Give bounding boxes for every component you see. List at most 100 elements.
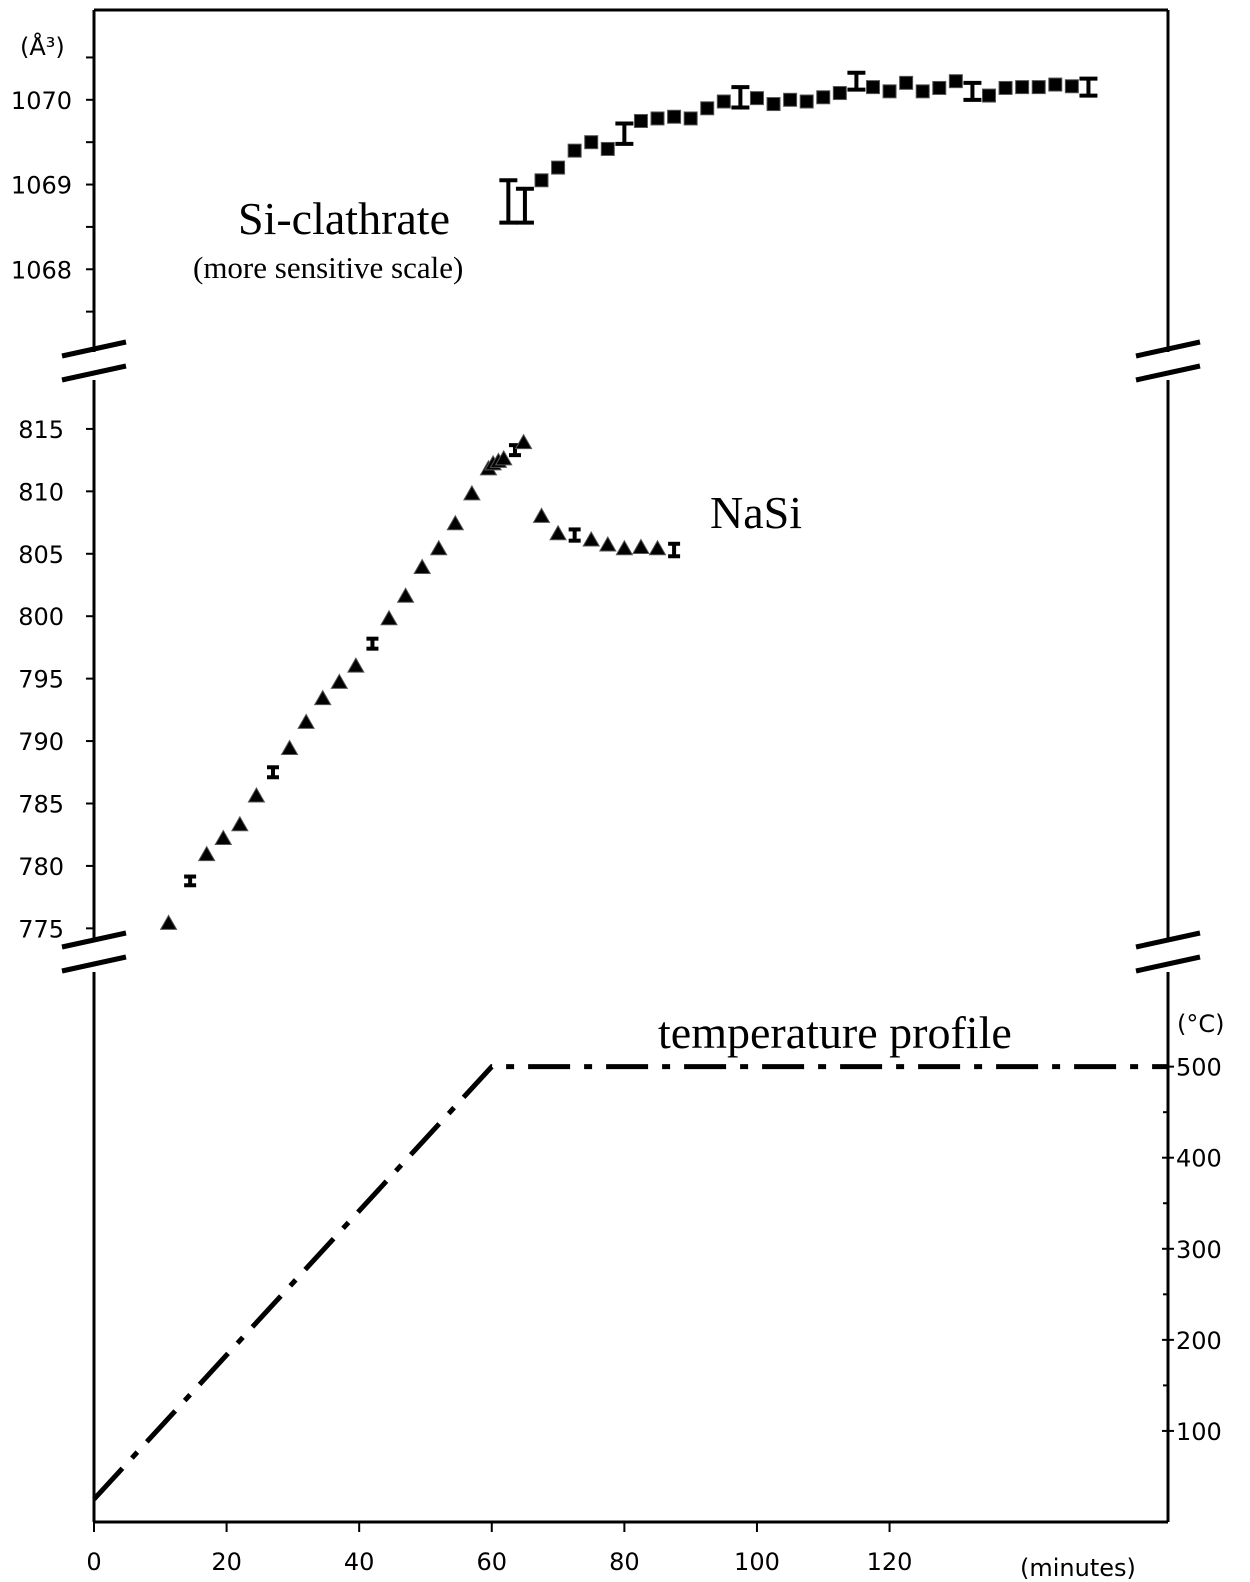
nasi-point-18	[463, 484, 481, 501]
y-tick-label-775: 775	[18, 915, 64, 943]
si-clathrate-point-17	[783, 92, 798, 107]
nasi-point-32	[648, 539, 667, 556]
y-tick-label-temp-300: 300	[1176, 1236, 1222, 1264]
si-clathrate-point-16	[766, 97, 781, 112]
nasi-point-11	[347, 657, 365, 673]
break-mark-0-a	[61, 339, 127, 359]
x-axis: 0 20 40 60 80 100 120	[86, 1522, 912, 1576]
y-tick-label-temp-200: 200	[1176, 1327, 1222, 1355]
nasi-errorbar-33	[668, 541, 681, 559]
break-mark-2-b	[61, 954, 127, 974]
si-clathrate-errorbar-14	[731, 85, 750, 110]
annotation-temperature-profile: temperature profile	[658, 1007, 1012, 1058]
si-clathrate-errorbar-1	[515, 186, 534, 225]
axis-break-marks	[61, 339, 1201, 974]
break-mark-2-a	[61, 930, 127, 950]
y-axis-temperature: 100 200 300 400 500	[1162, 1054, 1222, 1446]
si-clathrate-point-3	[551, 160, 566, 175]
annotation-si-clathrate-sub: (more sensitive scale)	[193, 250, 463, 285]
si-clathrate-point-27	[948, 74, 963, 89]
y-tick-label-815: 815	[18, 416, 64, 444]
y-unit-label-temperature: (°C)	[1177, 1010, 1224, 1038]
si-clathrate-point-13	[716, 94, 731, 109]
si-clathrate-point-23	[882, 84, 897, 99]
si-clathrate-point-32	[1031, 80, 1046, 95]
y-tick-label-785: 785	[18, 790, 64, 818]
si-clathrate-point-4	[567, 143, 582, 158]
nasi-point-16	[429, 539, 448, 556]
si-clathrate-point-6	[600, 141, 615, 156]
si-clathrate-point-2	[534, 173, 549, 188]
break-mark-3-b	[1135, 954, 1201, 974]
si-clathrate-errorbar-7	[615, 121, 634, 146]
x-tick-label-40: 40	[344, 1548, 375, 1576]
nasi-point-4	[230, 815, 249, 832]
nasi-point-28	[582, 531, 601, 547]
x-tick-label-100: 100	[734, 1548, 780, 1576]
plot-frame	[92, 8, 1170, 1524]
si-clathrate-point-19	[816, 90, 831, 105]
nasi-point-26	[549, 524, 567, 541]
si-clathrate-series	[499, 70, 1098, 225]
y-unit-label-volume: (Å³)	[20, 32, 65, 61]
y-tick-label-780: 780	[18, 853, 64, 881]
nasi-point-25	[532, 507, 551, 523]
nasi-point-22	[494, 449, 513, 466]
y-tick-label-temp-100: 100	[1176, 1418, 1222, 1446]
si-clathrate-errorbar-0	[499, 178, 518, 225]
si-clathrate-point-30	[998, 80, 1013, 95]
si-clathrate-point-9	[650, 111, 665, 126]
y-tick-label-1070: 1070	[11, 87, 72, 115]
nasi-point-2	[197, 845, 216, 862]
y-tick-label-1068: 1068	[11, 256, 72, 284]
break-mark-3-a	[1135, 930, 1201, 950]
temperature-series	[92, 1064, 1168, 1501]
y-tick-label-805: 805	[18, 541, 64, 569]
nasi-point-24	[514, 433, 533, 450]
nasi-point-31	[632, 538, 650, 555]
annotation-si-clathrate: Si-clathrate	[238, 193, 450, 244]
si-clathrate-point-25	[915, 84, 930, 99]
si-clathrate-errorbar-35	[1079, 76, 1098, 98]
si-clathrate-point-15	[749, 91, 764, 106]
x-tick-label-20: 20	[211, 1548, 242, 1576]
y-tick-label-temp-500: 500	[1176, 1054, 1222, 1082]
x-tick-label-80: 80	[609, 1548, 640, 1576]
si-clathrate-point-20	[832, 86, 847, 101]
si-clathrate-point-29	[982, 88, 996, 103]
nasi-point-14	[396, 587, 415, 603]
si-clathrate-errorbar-21	[847, 70, 866, 92]
nasi-series	[159, 433, 681, 930]
temperature-profile-line	[92, 1064, 1168, 1501]
x-tick-label-60: 60	[477, 1548, 508, 1576]
x-tick-label-120: 120	[867, 1548, 913, 1576]
si-clathrate-point-24	[899, 75, 914, 90]
y-tick-label-temp-400: 400	[1176, 1145, 1222, 1173]
nasi-errorbar-1	[184, 874, 197, 888]
nasi-point-9	[313, 689, 332, 706]
y-tick-label-810: 810	[18, 478, 64, 506]
nasi-point-15	[413, 558, 432, 575]
nasi-point-17	[446, 514, 465, 531]
x-tick-label-0: 0	[86, 1548, 101, 1576]
si-clathrate-point-22	[865, 80, 880, 95]
nasi-point-3	[214, 829, 233, 845]
annotation-nasi: NaSi	[710, 487, 802, 538]
si-clathrate-point-26	[932, 80, 947, 95]
break-mark-1-b	[1135, 363, 1201, 383]
si-clathrate-point-34	[1064, 79, 1079, 94]
y-axis-si-clathrate: 1068 1069 1070	[11, 56, 94, 313]
y-tick-label-790: 790	[18, 728, 64, 756]
si-clathrate-point-8	[633, 113, 648, 128]
si-clathrate-point-10	[667, 109, 682, 124]
y-tick-label-800: 800	[18, 603, 64, 631]
si-clathrate-point-18	[799, 94, 814, 109]
nasi-point-30	[615, 539, 634, 556]
nasi-point-5	[247, 786, 266, 803]
si-clathrate-point-12	[700, 101, 715, 116]
nasi-point-7	[280, 739, 299, 756]
si-clathrate-errorbar-28	[963, 80, 982, 102]
y-tick-label-795: 795	[18, 666, 64, 694]
si-clathrate-point-5	[584, 135, 599, 150]
